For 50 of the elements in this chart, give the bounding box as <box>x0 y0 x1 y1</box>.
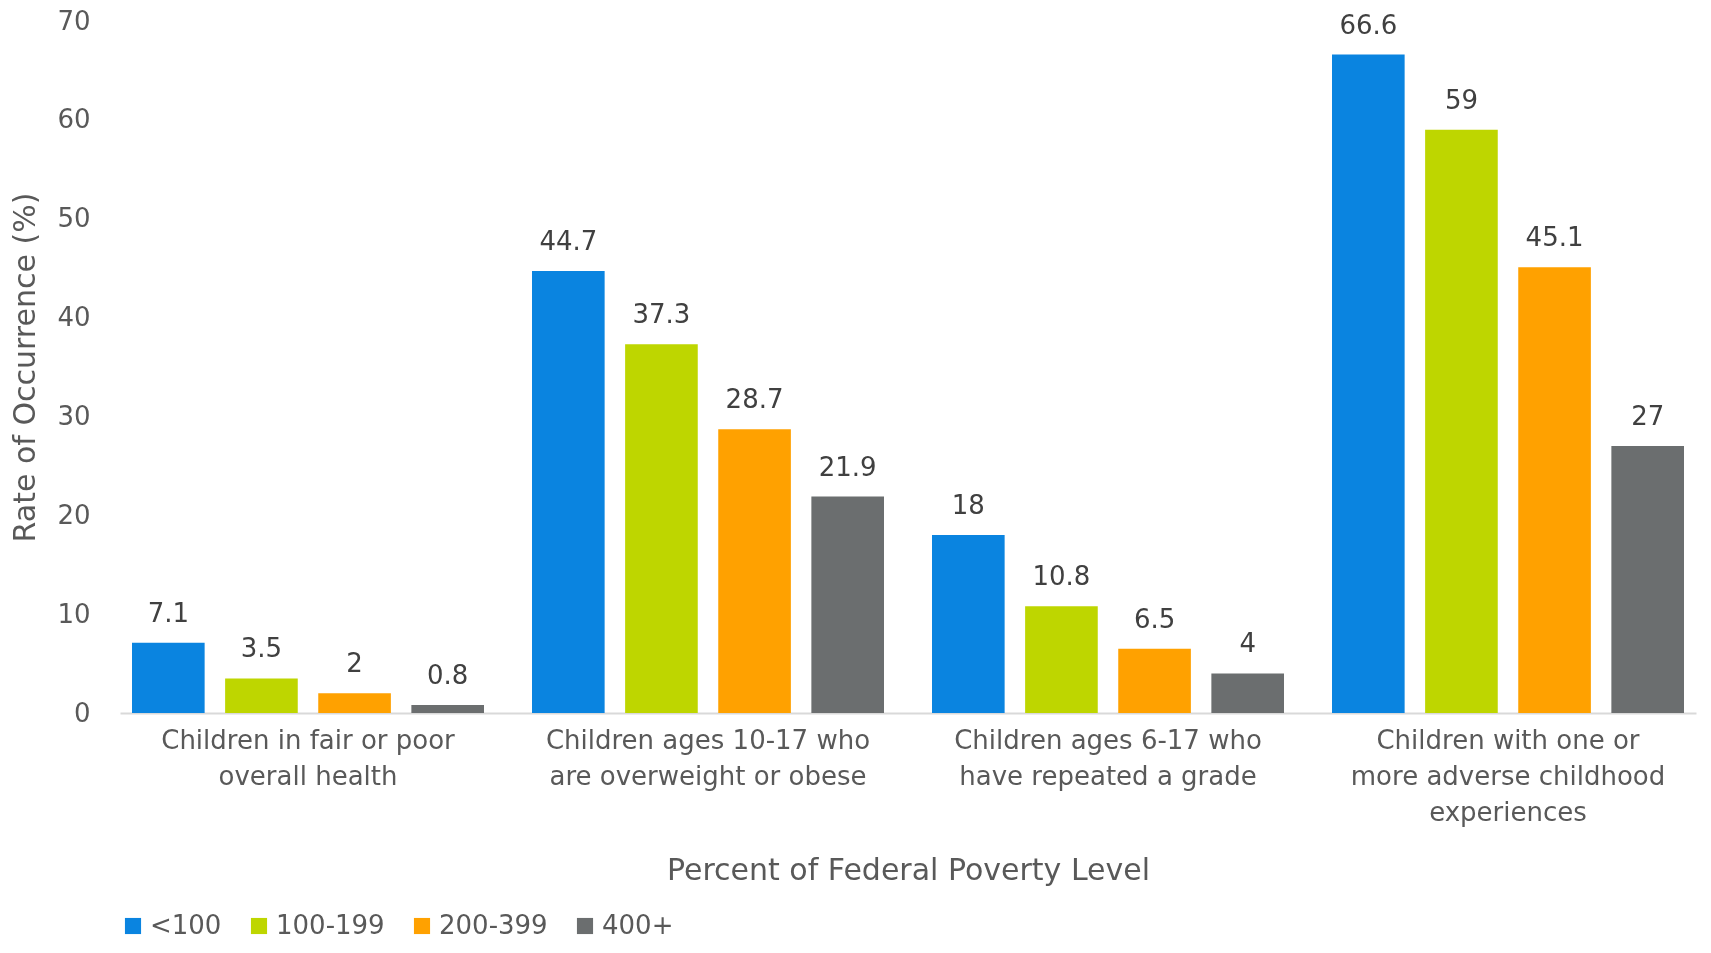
legend-label: 200-399 <box>439 910 548 940</box>
bar <box>1611 446 1684 713</box>
data-label: 2 <box>346 648 363 679</box>
y-tick-label: 20 <box>57 499 91 530</box>
data-label: 10.8 <box>1032 561 1091 592</box>
data-label: 66.6 <box>1339 9 1398 40</box>
x-axis-title: Percent of Federal Poverty Level <box>666 851 1151 887</box>
data-label: 44.7 <box>539 226 598 257</box>
bar <box>225 678 298 713</box>
data-label: 59 <box>1444 84 1478 115</box>
y-tick-label: 40 <box>57 302 91 333</box>
bar <box>318 693 391 713</box>
legend-label: 400+ <box>602 910 674 940</box>
bar <box>1518 267 1591 713</box>
x-tick-label: Children in fair or poor overall health <box>161 724 456 791</box>
data-label: 4 <box>1239 628 1256 659</box>
data-label: 3.5 <box>240 633 283 664</box>
bar <box>1332 54 1405 713</box>
bar <box>1025 606 1098 713</box>
x-tick-label: Children with one or more adverse childhood experiences <box>1350 724 1666 827</box>
bar <box>811 496 884 713</box>
data-label: 7.1 <box>147 597 189 628</box>
data-label: 18 <box>951 490 985 521</box>
y-axis-title: Rate of Occurrence (%) <box>7 192 43 543</box>
bar <box>1211 673 1284 713</box>
bar <box>718 429 791 713</box>
y-tick-label: 50 <box>57 203 91 234</box>
x-tick-label: Children ages 6-17 who have repeated a grade <box>954 724 1262 791</box>
y-tick-label: 10 <box>57 598 91 629</box>
y-tick-label: 60 <box>57 104 91 135</box>
y-tick-label: 0 <box>73 697 91 728</box>
data-label: 6.5 <box>1133 603 1176 634</box>
bar <box>132 642 205 713</box>
y-tick-label: 30 <box>57 400 91 431</box>
data-label: 45.1 <box>1525 222 1584 253</box>
bar <box>932 535 1005 713</box>
bar <box>1425 129 1498 713</box>
bar <box>625 344 698 713</box>
bar <box>1118 648 1191 713</box>
data-label: 28.7 <box>725 384 784 415</box>
data-label: 0.8 <box>427 660 469 691</box>
data-label: 37.3 <box>632 299 691 330</box>
legend-label: 100-199 <box>276 910 385 940</box>
data-label: 21.9 <box>818 451 877 482</box>
bar <box>532 271 605 713</box>
data-label: 27 <box>1631 401 1665 432</box>
y-tick-label: 70 <box>57 5 91 36</box>
x-tick-label: Children ages 10-17 who are overweight or obese <box>545 724 871 791</box>
bar <box>411 705 484 713</box>
legend-label: <100 <box>150 910 222 940</box>
